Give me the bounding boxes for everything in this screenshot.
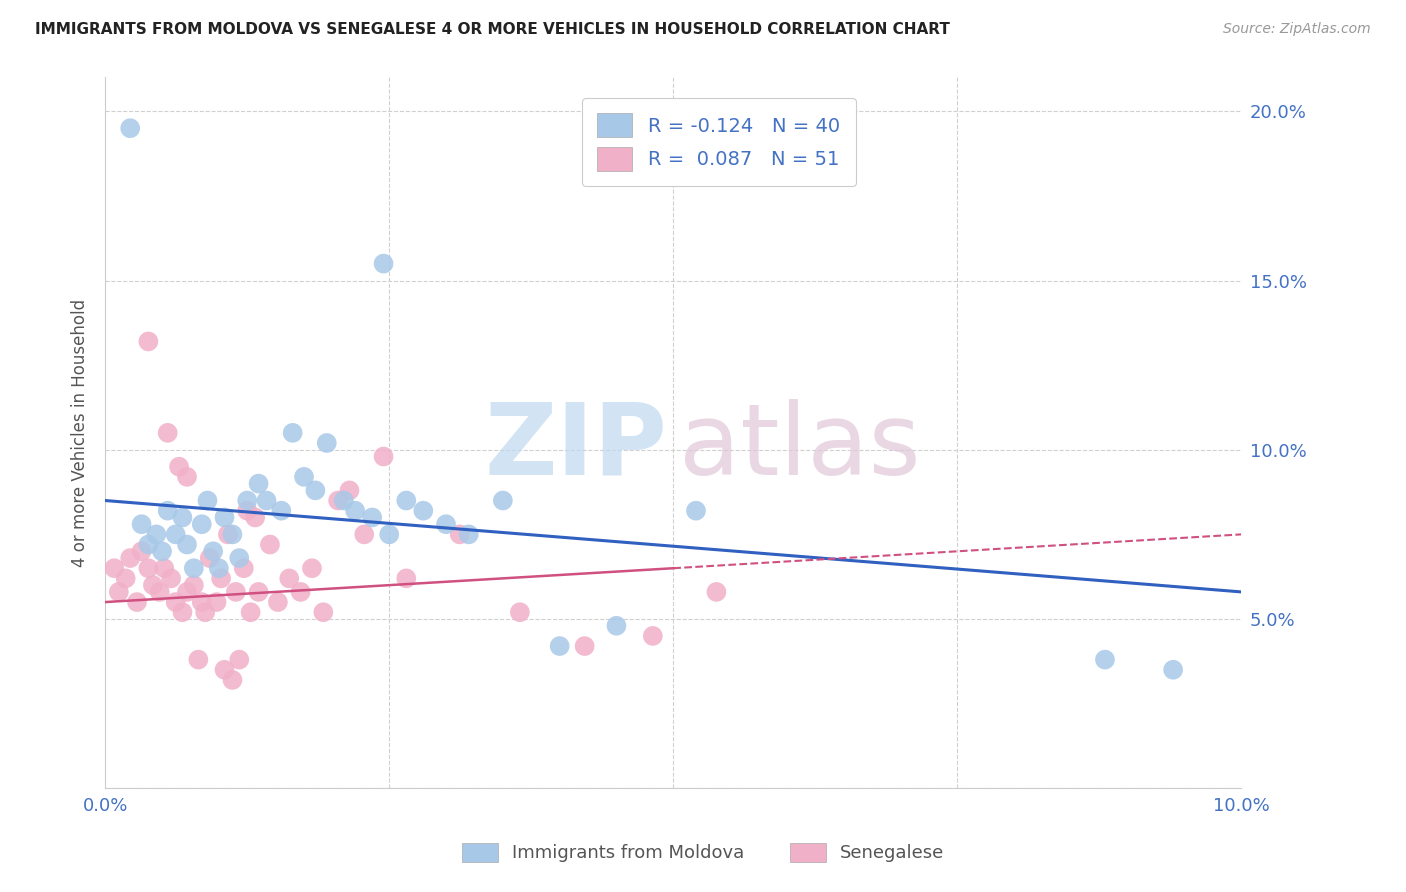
Point [243, 510, 266, 524]
Point [131, 544, 153, 558]
Point [156, 504, 179, 518]
Point [138, 561, 160, 575]
Point [333, 493, 356, 508]
Point [176, 470, 198, 484]
Text: Source: ZipAtlas.com: Source: ZipAtlas.com [1223, 22, 1371, 37]
Point [457, 527, 479, 541]
Point [247, 585, 270, 599]
Point [304, 483, 326, 498]
Point [108, 585, 131, 599]
Point [205, 595, 228, 609]
Point [378, 527, 401, 541]
Point [176, 537, 198, 551]
Point [142, 578, 165, 592]
Point [1094, 652, 1116, 666]
Point [228, 652, 250, 666]
Point [278, 571, 301, 585]
Point [228, 551, 250, 566]
Point [209, 571, 232, 585]
Point [214, 510, 236, 524]
Point [232, 561, 254, 575]
Point [153, 561, 176, 575]
Point [290, 585, 312, 599]
Point [187, 652, 209, 666]
Point [315, 436, 337, 450]
Point [373, 450, 395, 464]
Point [326, 493, 349, 508]
Point [221, 527, 243, 541]
Point [197, 493, 219, 508]
Point [167, 459, 190, 474]
Point [176, 585, 198, 599]
Point [191, 595, 214, 609]
Point [247, 476, 270, 491]
Point [270, 504, 292, 518]
Point [149, 585, 172, 599]
Point [312, 605, 335, 619]
Point [353, 527, 375, 541]
Point [395, 571, 418, 585]
Point [344, 504, 367, 518]
Point [361, 510, 384, 524]
Point [256, 493, 278, 508]
Point [131, 517, 153, 532]
Point [574, 639, 596, 653]
Point [150, 544, 173, 558]
Point [449, 527, 471, 541]
Point [685, 504, 707, 518]
Point [202, 544, 225, 558]
Point [281, 425, 304, 440]
Point [1161, 663, 1184, 677]
Point [301, 561, 323, 575]
Legend: Immigrants from Moldova, Senegalese: Immigrants from Moldova, Senegalese [454, 836, 952, 870]
Point [120, 551, 142, 566]
Point [114, 571, 136, 585]
Legend: R = -0.124   N = 40, R =  0.087   N = 51: R = -0.124 N = 40, R = 0.087 N = 51 [582, 98, 856, 186]
Point [165, 595, 187, 609]
Text: atlas: atlas [679, 399, 921, 496]
Point [191, 517, 214, 532]
Point [172, 605, 194, 619]
Point [214, 663, 236, 677]
Point [198, 551, 221, 566]
Point [548, 639, 571, 653]
Point [292, 470, 315, 484]
Point [641, 629, 664, 643]
Point [434, 517, 457, 532]
Point [194, 605, 217, 619]
Point [492, 493, 515, 508]
Point [165, 527, 187, 541]
Point [156, 425, 179, 440]
Point [183, 561, 205, 575]
Point [373, 257, 395, 271]
Point [267, 595, 290, 609]
Point [217, 527, 239, 541]
Point [160, 571, 183, 585]
Point [145, 527, 167, 541]
Point [138, 537, 160, 551]
Point [259, 537, 281, 551]
Point [183, 578, 205, 592]
Point [605, 619, 627, 633]
Point [103, 561, 125, 575]
Point [221, 673, 243, 687]
Point [236, 504, 259, 518]
Point [706, 585, 728, 599]
Point [172, 510, 194, 524]
Point [138, 334, 160, 349]
Point [239, 605, 262, 619]
Point [125, 595, 148, 609]
Point [412, 504, 434, 518]
Point [509, 605, 531, 619]
Text: ZIP: ZIP [485, 399, 668, 496]
Point [339, 483, 361, 498]
Y-axis label: 4 or more Vehicles in Household: 4 or more Vehicles in Household [72, 299, 89, 567]
Point [395, 493, 418, 508]
Text: IMMIGRANTS FROM MOLDOVA VS SENEGALESE 4 OR MORE VEHICLES IN HOUSEHOLD CORRELATIO: IMMIGRANTS FROM MOLDOVA VS SENEGALESE 4 … [35, 22, 950, 37]
Point [208, 561, 231, 575]
Point [236, 493, 259, 508]
Point [225, 585, 247, 599]
Point [120, 121, 142, 136]
